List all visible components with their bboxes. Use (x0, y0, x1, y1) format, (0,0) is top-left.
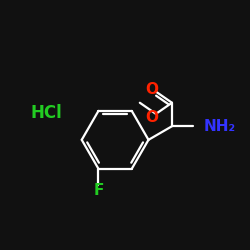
Text: O: O (145, 82, 158, 97)
Text: F: F (93, 183, 104, 198)
Text: O: O (145, 110, 158, 125)
Text: HCl: HCl (30, 104, 62, 122)
Text: NH₂: NH₂ (204, 119, 236, 134)
